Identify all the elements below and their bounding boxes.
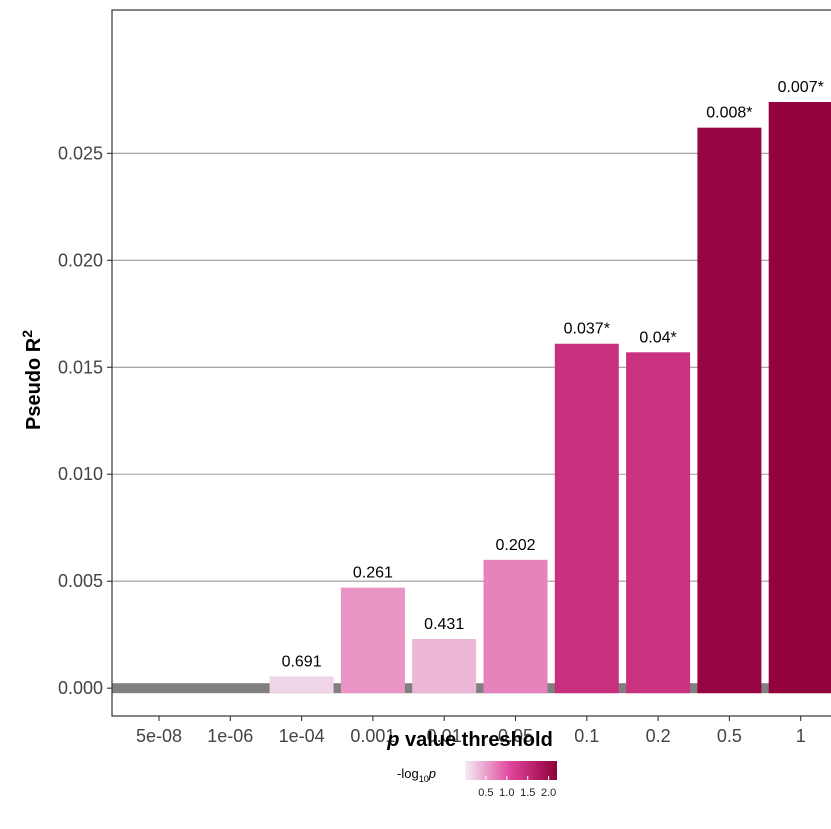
legend-tick-label: 1.0 (499, 787, 514, 799)
plot-panel-border (111, 9, 831, 717)
bar-value-label: 0.202 (495, 537, 535, 554)
legend-ticks: 0.5 1.0 1.5 2.0 (478, 776, 556, 799)
x-tick-label: 1e-06 (207, 726, 253, 746)
legend-title-variable: p (428, 766, 436, 781)
legend-title-subscript: 10 (419, 774, 429, 784)
legend-colorbar (465, 761, 557, 780)
bar-value-label: 0.431 (424, 616, 464, 633)
y-tick-label: 0.000 (58, 678, 103, 698)
bar-value-label: 0.691 (282, 653, 322, 670)
x-tick-label: 5e-08 (136, 726, 182, 746)
y-tick-label: 0.005 (58, 571, 103, 591)
x-axis-title-text: value threshold (399, 729, 552, 751)
x-axis-ticks: 5e-08 1e-06 1e-04 0.001 0.01 0.05 0.1 0.2 0.5 1 (136, 716, 806, 746)
bar-value-label: 0.007* (778, 79, 824, 96)
bars (269, 101, 831, 694)
x-tick-label: 0.05 (498, 726, 533, 746)
bar-0.2 (626, 352, 691, 694)
y-axis-title-superscript: 2 (19, 330, 35, 338)
y-tick-label: 0.020 (58, 250, 103, 270)
bar-value-label: 0.037* (564, 321, 610, 338)
y-axis-title: Pseudo R2 (19, 330, 45, 430)
x-tick-label: 0.5 (717, 726, 742, 746)
y-axis-title-text: Pseudo R (23, 337, 45, 430)
legend-tick-label: 0.5 (478, 787, 493, 799)
color-legend: -log10p 0.5 1.0 1.5 2.0 (397, 761, 557, 799)
legend-tick-label: 1.5 (520, 787, 535, 799)
bar-0.5 (697, 127, 762, 694)
x-tick-label: 1e-04 (279, 726, 325, 746)
x-axis-title-italic: p (386, 729, 399, 751)
x-axis-title: p value threshold (386, 729, 553, 751)
bar-0.05 (483, 559, 548, 694)
x-tick-label: 0.001 (350, 726, 395, 746)
x-tick-label: 0.2 (646, 726, 671, 746)
bar-0.001 (340, 587, 405, 694)
bar-value-label: 0.261 (353, 565, 393, 582)
x-tick-label: 0.01 (427, 726, 462, 746)
y-tick-label: 0.010 (58, 464, 103, 484)
legend-title-prefix: -log (397, 766, 419, 781)
bar-value-label: 0.04* (639, 329, 676, 346)
bar-0.1 (554, 343, 619, 694)
x-tick-label: 1 (796, 726, 806, 746)
y-tick-label: 0.025 (58, 143, 103, 163)
x-tick-label: 0.1 (574, 726, 599, 746)
bar-value-label: 0.008* (706, 105, 752, 122)
legend-title: -log10p (397, 766, 436, 784)
legend-tick-label: 2.0 (541, 787, 556, 799)
bar-1 (768, 101, 831, 694)
y-axis-ticks: 0.000 0.005 0.010 0.015 0.020 0.025 (58, 143, 112, 698)
bar-1e-04 (269, 676, 334, 694)
y-tick-label: 0.015 (58, 357, 103, 377)
bar-0.01 (412, 638, 477, 694)
bar-labels: 0.691 0.261 0.431 0.202 0.037* 0.04* 0.008* 0.0… (282, 79, 824, 670)
